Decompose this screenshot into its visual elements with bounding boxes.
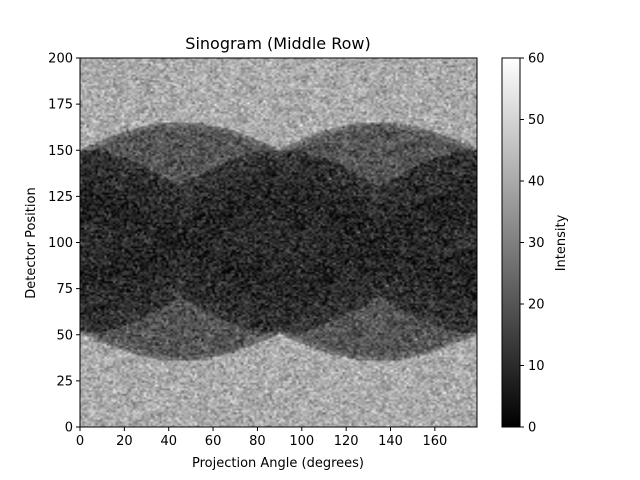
x-tick-label: 80 bbox=[249, 434, 266, 449]
x-axis-ticks: 0 20 40 60 80 100 120 140 160 bbox=[76, 427, 447, 449]
chart-title: Sinogram (Middle Row) bbox=[185, 34, 370, 53]
colorbar-gradient bbox=[501, 57, 521, 428]
colorbar-tick-label: 30 bbox=[528, 236, 545, 251]
colorbar-tick-label: 50 bbox=[528, 113, 545, 128]
colorbar-label: Intensity bbox=[554, 214, 569, 271]
y-tick-label: 175 bbox=[48, 98, 73, 113]
y-tick-label: 200 bbox=[48, 52, 73, 67]
x-axis-label: Projection Angle (degrees) bbox=[192, 456, 364, 471]
x-tick-label: 60 bbox=[205, 434, 222, 449]
x-tick-label: 20 bbox=[116, 434, 133, 449]
colorbar-tick-label: 10 bbox=[528, 359, 545, 374]
y-axis-ticks: 0 25 50 75 100 125 150 175 200 bbox=[48, 52, 80, 436]
plot-area bbox=[79, 57, 478, 428]
x-tick-label: 100 bbox=[289, 434, 314, 449]
y-tick-label: 50 bbox=[56, 328, 73, 343]
y-tick-label: 100 bbox=[48, 236, 73, 251]
colorbar-tick-label: 20 bbox=[528, 298, 545, 313]
colorbar-tick-label: 60 bbox=[528, 52, 545, 67]
y-axis-label: Detector Position bbox=[24, 187, 39, 298]
x-tick-label: 120 bbox=[334, 434, 359, 449]
y-tick-label: 150 bbox=[48, 144, 73, 159]
x-tick-label: 140 bbox=[378, 434, 403, 449]
colorbar-tick-label: 40 bbox=[528, 175, 545, 190]
x-tick-label: 40 bbox=[160, 434, 177, 449]
heatmap-image bbox=[80, 58, 477, 427]
colorbar-tick-label: 0 bbox=[528, 421, 536, 436]
y-tick-label: 0 bbox=[65, 421, 73, 436]
colorbar: 0 10 20 30 40 50 60 Intensity bbox=[501, 52, 569, 436]
y-tick-label: 25 bbox=[56, 374, 73, 389]
x-tick-label: 160 bbox=[422, 434, 447, 449]
x-tick-label: 0 bbox=[76, 434, 84, 449]
y-tick-label: 125 bbox=[48, 190, 73, 205]
colorbar-ticks: 0 10 20 30 40 50 60 bbox=[520, 52, 545, 436]
y-tick-label: 75 bbox=[56, 282, 73, 297]
